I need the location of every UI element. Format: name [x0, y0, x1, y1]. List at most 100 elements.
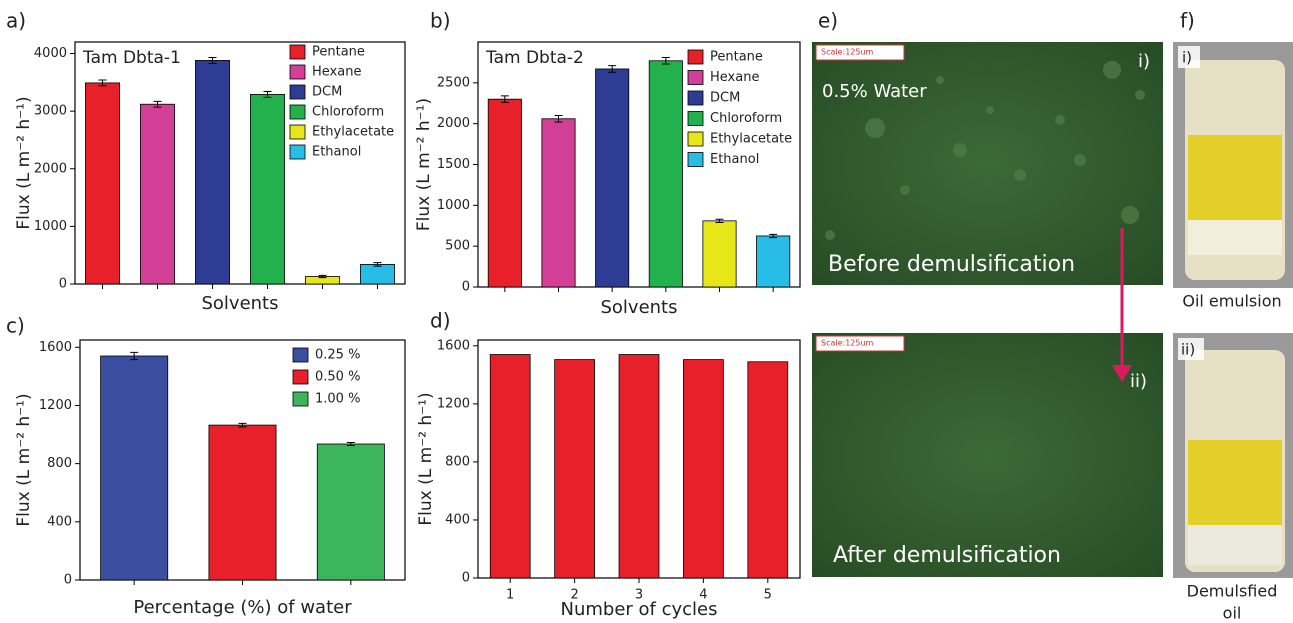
- y-tick-label: 1000: [34, 219, 67, 234]
- y-axis-label: Flux (L m⁻² h⁻¹): [14, 96, 34, 229]
- chart-title: Tam Dbta-2: [485, 48, 584, 68]
- image-note: 0.5% Water: [822, 81, 927, 102]
- y-tick-label: 0: [462, 571, 470, 586]
- scale-label: Scale:125um: [821, 339, 874, 348]
- image-caption: Demulsfied: [1187, 582, 1278, 601]
- y-tick-label: 0: [64, 573, 72, 588]
- y-tick-label: 3000: [34, 104, 67, 119]
- y-tick-label: 2500: [437, 75, 470, 90]
- legend-swatch: [290, 45, 305, 59]
- y-tick-label: 800: [47, 456, 72, 471]
- bar: [195, 60, 229, 284]
- bar: [649, 61, 682, 287]
- legend-label: Ethanol: [710, 152, 759, 167]
- bar: [85, 83, 119, 284]
- bar: [209, 425, 276, 580]
- y-tick-label: 4000: [34, 46, 67, 61]
- y-tick-label: 0: [59, 277, 67, 292]
- bar: [596, 69, 629, 287]
- panel-label: c): [6, 314, 25, 338]
- y-axis-label: Flux (L m⁻² h⁻¹): [14, 393, 34, 526]
- bar: [101, 356, 168, 580]
- legend-swatch: [290, 65, 305, 79]
- y-tick-label: 1200: [39, 398, 72, 413]
- legend-swatch: [290, 145, 305, 159]
- image-label: i): [1138, 51, 1150, 72]
- panel-label: e): [818, 9, 838, 33]
- bar: [317, 444, 384, 580]
- legend-label: 0.50 %: [315, 370, 360, 385]
- x-tick-label: 5: [764, 588, 772, 603]
- y-tick-label: 1600: [39, 340, 72, 355]
- x-tick-label: 1: [506, 588, 514, 603]
- y-tick-label: 1500: [437, 157, 470, 172]
- legend-label: Chloroform: [710, 111, 782, 126]
- y-tick-label: 1600: [437, 338, 470, 353]
- x-tick-label: 2: [570, 588, 578, 603]
- legend-label: Ethanol: [312, 145, 361, 160]
- panel-label: b): [430, 9, 451, 33]
- chart-title: Tam Dbta-1: [82, 48, 181, 68]
- image-label: ii): [1181, 341, 1195, 359]
- bar: [140, 104, 174, 284]
- y-axis-label: Flux (L m⁻² h⁻¹): [414, 98, 434, 231]
- legend-label: Ethylacetate: [312, 125, 394, 140]
- bar: [748, 362, 788, 578]
- image-label: i): [1182, 49, 1192, 67]
- legend-swatch: [688, 91, 703, 105]
- legend-swatch: [688, 153, 703, 167]
- legend-label: 0.25 %: [315, 348, 360, 363]
- y-tick-label: 0: [462, 280, 470, 295]
- figure: a) b) c) d) e) f) Scale:125um i) 0.5% Wa…: [0, 0, 1293, 623]
- y-tick-label: 400: [445, 512, 470, 527]
- bar: [757, 236, 790, 287]
- bar: [703, 221, 736, 287]
- x-axis-label: Solvents: [600, 297, 677, 318]
- y-tick-label: 800: [445, 454, 470, 469]
- y-tick-label: 500: [445, 239, 470, 254]
- legend-label: Hexane: [312, 65, 361, 80]
- panel-label: d): [430, 309, 451, 333]
- legend-swatch: [290, 85, 305, 99]
- legend-swatch: [293, 370, 308, 384]
- bar: [490, 355, 530, 578]
- legend-label: Pentane: [312, 45, 365, 60]
- legend-swatch: [688, 50, 703, 64]
- legend-swatch: [688, 132, 703, 146]
- image-caption: Oil emulsion: [1182, 292, 1281, 311]
- legend-swatch: [290, 125, 305, 139]
- legend-label: Chloroform: [312, 105, 384, 120]
- legend-label: DCM: [312, 85, 342, 100]
- image-caption: After demulsification: [833, 543, 1061, 568]
- bar: [250, 94, 284, 284]
- y-axis-label: Flux (L m⁻² h⁻¹): [416, 392, 436, 525]
- image-caption: Before demulsification: [828, 252, 1075, 277]
- bar: [542, 119, 575, 287]
- legend-swatch: [293, 392, 308, 406]
- legend-swatch: [290, 105, 305, 119]
- micrograph: [812, 333, 1163, 577]
- bar: [360, 264, 394, 284]
- bar: [488, 99, 521, 287]
- y-tick-label: 1000: [437, 198, 470, 213]
- x-tick-label: 3: [635, 588, 643, 603]
- legend-swatch: [293, 348, 308, 362]
- legend-swatch: [688, 112, 703, 126]
- x-axis-label: Percentage (%) of water: [133, 597, 352, 618]
- y-tick-label: 2000: [437, 116, 470, 131]
- legend-swatch: [688, 71, 703, 85]
- y-tick-label: 1200: [437, 396, 470, 411]
- scale-label: Scale:125um: [821, 48, 874, 57]
- bar: [619, 355, 659, 578]
- bar: [555, 360, 595, 578]
- emulsion: [1188, 220, 1282, 255]
- panel-label: f): [1180, 9, 1195, 33]
- oil: [1188, 135, 1282, 220]
- legend-label: 1.00 %: [315, 392, 360, 407]
- bar: [683, 360, 723, 578]
- panel-label: a): [6, 9, 26, 33]
- oil: [1188, 440, 1282, 525]
- x-tick-label: 4: [699, 588, 707, 603]
- legend-label: DCM: [710, 91, 740, 106]
- x-axis-label: Solvents: [201, 293, 278, 314]
